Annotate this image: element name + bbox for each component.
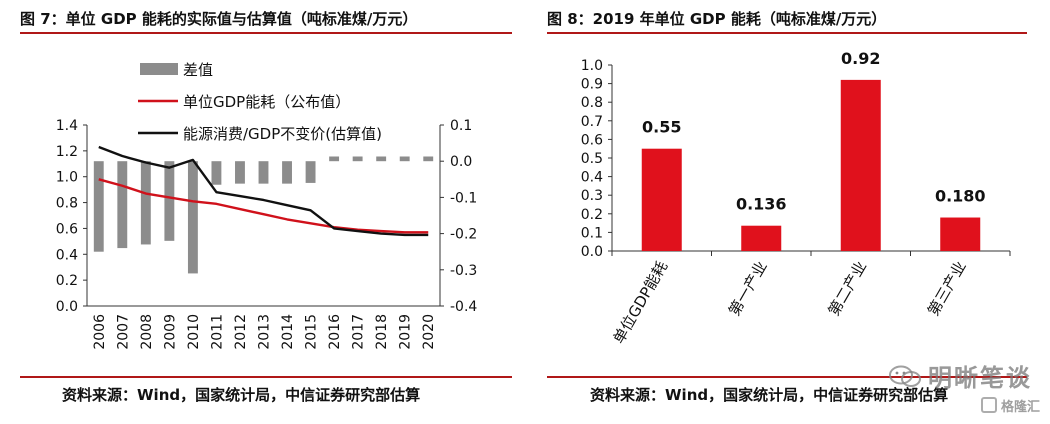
diff-bar [376,156,387,162]
value-bar [840,79,881,251]
left-y-tick-label: 0.6 [56,221,78,237]
y-tick-label: 0.7 [581,114,603,130]
figure-7-chart: 0.0 0.2 0.4 0.6 0.8 1.0 1.2 1.4 -0.4 -0.3 -0.2 -0.1… [56,61,478,350]
value-bar [940,217,981,251]
x-tick-label: 2017 [351,314,367,350]
value-bar [741,225,782,251]
diff-bar [282,161,292,184]
y-tick-label: 0.4 [581,170,603,186]
figure-7-source-rule [20,376,512,378]
wechat-icon [889,365,921,387]
diff-bar [164,161,175,241]
x-tick-label: 2020 [421,314,437,350]
figure-8-source-rule [547,376,1027,378]
watermark: 明晰笔谈 [888,358,1032,393]
right-y-tick-label: 0.1 [450,118,472,134]
figure-8-source: 资料来源：Wind，国家统计局，中信证券研究部估算 [590,386,949,404]
right-y-tick-label: -0.1 [450,190,477,206]
left-y-tick-label: 1.2 [56,144,78,160]
diff-bar [305,161,316,183]
diff-bar [140,161,151,245]
diff-bar [258,161,269,184]
left-y-tick-label: 0.2 [56,273,78,289]
diff-bar [329,156,340,162]
left-y-tick-label: 0.8 [56,196,78,212]
diff-bar [93,161,104,252]
legend-label-diff: 差值 [183,61,213,79]
x-category-label: 第一产业 [725,258,771,319]
x-tick-label: 2010 [186,314,202,350]
watermark-gelonghui: 格隆汇 [980,396,1040,415]
diff-bar [211,161,222,185]
right-y-tick-label: -0.2 [450,227,477,243]
diff-bar [423,156,434,162]
diff-bar [399,156,410,162]
diff-bar [235,161,245,184]
figure-7-source: 资料来源：Wind，国家统计局，中信证券研究部估算 [62,386,421,404]
diff-bar [352,156,363,162]
figure-8-title: 图 8：2019 年单位 GDP 能耗（吨标准煤/万元） [547,10,887,28]
figure-7-title-rule [20,32,512,34]
figure-8-chart: 0.0 0.1 0.2 0.3 0.4 0.5 0.6 0.7 0.8 0.9 1.0 0.55 0.1… [581,49,1011,347]
right-y-tick-label: -0.3 [450,263,477,279]
x-tick-label: 2007 [115,314,131,350]
x-tick-label: 2015 [304,314,320,350]
value-bar [641,148,682,251]
bar-value-label: 0.55 [642,118,681,137]
x-tick-label: 2016 [327,314,343,350]
right-y-tick-label: -0.4 [450,299,477,315]
x-tick-label: 2008 [139,314,155,350]
y-tick-label: 0.6 [581,132,603,148]
x-tick-label: 2009 [162,314,178,350]
y-tick-label: 0.8 [581,95,603,111]
gelonghui-icon [980,397,997,413]
published-energy-intensity-line [98,178,429,234]
left-y-tick-label: 1.4 [56,118,78,134]
left-y-tick-label: 0.0 [56,299,78,315]
estimated-energy-intensity-line [98,145,429,237]
x-tick-label: 2012 [233,314,249,350]
bar-value-label: 0.136 [736,195,787,214]
x-category-label: 第二产业 [825,258,871,319]
bar-value-label: 0.180 [935,187,986,206]
legend-label-published: 单位GDP能耗（公布值） [183,93,350,111]
left-y-tick-label: 1.0 [56,170,78,186]
watermark-text: 明晰笔谈 [928,364,1032,392]
figure-7-title: 图 7：单位 GDP 能耗的实际值与估算值（吨标准煤/万元） [20,10,418,28]
y-tick-label: 1.0 [581,58,603,74]
y-tick-label: 0.0 [581,244,603,260]
y-tick-label: 0.2 [581,207,603,223]
diff-bar [187,161,198,274]
legend-swatch-diff [140,63,178,75]
x-tick-label: 2011 [209,314,225,350]
right-y-tick-label: 0.0 [450,154,472,170]
x-category-label: 第三产业 [924,258,970,319]
watermark-subtext: 格隆汇 [1000,400,1040,415]
diff-bar [117,161,128,249]
y-tick-label: 0.3 [581,188,603,204]
y-tick-label: 0.1 [581,225,603,241]
x-tick-label: 2013 [257,314,273,350]
legend-label-estimated: 能源消费/GDP不变价(估算值) [183,125,382,143]
bar-value-label: 0.92 [841,49,880,68]
x-tick-label: 2018 [374,314,390,350]
y-tick-label: 0.9 [581,77,603,93]
left-y-tick-label: 0.4 [56,247,78,263]
x-tick-label: 2006 [92,314,108,350]
x-tick-label: 2014 [280,314,296,350]
figure-8-title-rule [547,32,1027,34]
x-tick-label: 2019 [398,314,414,350]
y-tick-label: 0.5 [581,151,603,167]
x-category-label: 单位GDP能耗 [610,258,672,347]
